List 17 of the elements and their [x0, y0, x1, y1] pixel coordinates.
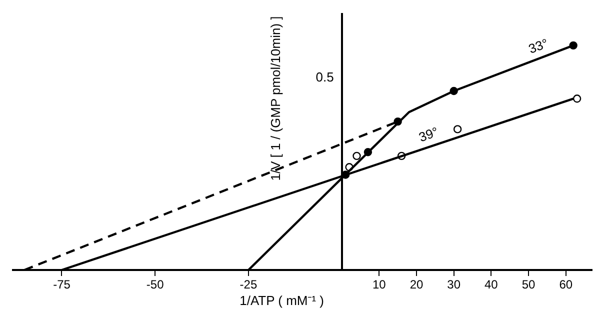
- text: 39°: [416, 124, 440, 145]
- x-tick-label: 30: [447, 278, 461, 292]
- x-tick-label: 60: [559, 278, 573, 292]
- point: [453, 125, 462, 134]
- x-tick-label: -75: [53, 278, 71, 292]
- point: [352, 152, 361, 160]
- x-tick-label: -25: [240, 278, 258, 292]
- text: 33°: [526, 36, 550, 56]
- annotation: 0.5: [316, 70, 334, 85]
- point: [572, 94, 582, 103]
- x-tick-label: 20: [410, 278, 424, 292]
- x-tick-label: 50: [522, 278, 536, 292]
- x-axis-title: 1/ATP ( mM⁻¹ ): [240, 293, 324, 308]
- y-axis-title: 1/V [ 1 / (GMP pmol/10min) ]: [268, 16, 283, 181]
- x-tick-label: 10: [372, 278, 386, 292]
- x-tick-label: 40: [484, 278, 498, 292]
- x-tick-label: -50: [146, 278, 164, 292]
